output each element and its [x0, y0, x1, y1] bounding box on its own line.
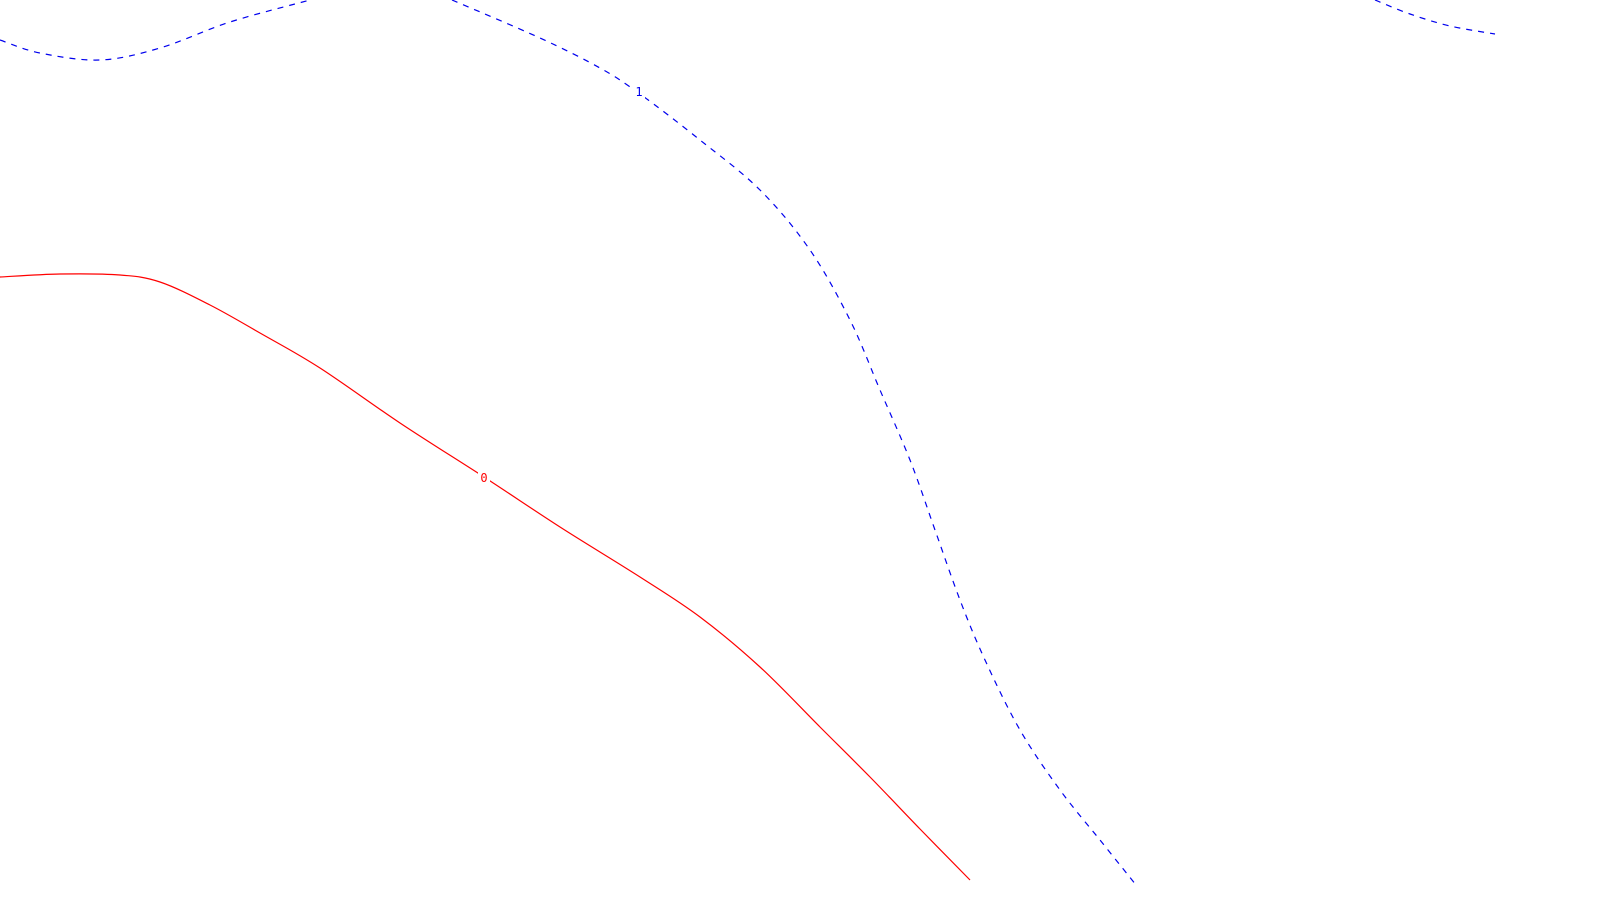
- contour-label-gap-0: [478, 471, 490, 485]
- contour-label-gap-1: [633, 85, 645, 99]
- contour-labels: 10: [478, 85, 645, 485]
- contour-label-1: 1: [635, 85, 642, 99]
- contour-lines: [0, 0, 1496, 886]
- contour-line-level-1-segment-0: [0, 0, 311, 61]
- contour-label-0: 0: [480, 471, 487, 485]
- contour-line-level-1-segment-2: [1374, 0, 1496, 35]
- contour-line-level-1-segment-1: [451, 0, 1137, 886]
- contour-line-level-0-segment-0: [0, 273, 971, 881]
